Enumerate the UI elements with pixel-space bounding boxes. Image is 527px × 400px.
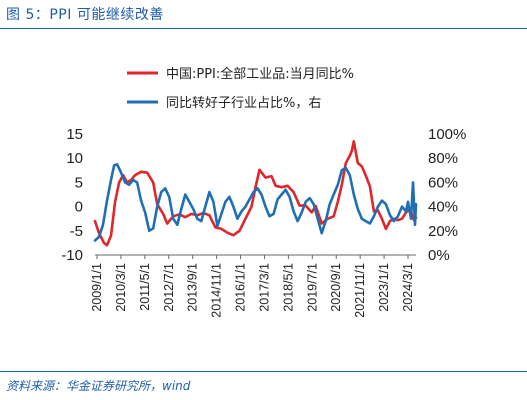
ppi-line-chart: 中国:PPI:全部工业品:当月同比% 同比转好子行业占比%，右 15 10 5 0 -5…: [61, 66, 466, 318]
y-right-tick-label: 0%: [428, 247, 450, 264]
figure-title: 图 5：PPI 可能继续改善: [6, 7, 164, 23]
x-tick-label: 2017/3/1: [257, 263, 271, 312]
x-tick-label: 2018/5/1: [281, 263, 295, 312]
source-note: 资料来源：华金证券研究所，wind: [6, 379, 191, 393]
y-right-tick-label: 80%: [428, 150, 458, 167]
y-right-tick-label: 40%: [428, 199, 458, 216]
footer-rule: [0, 371, 527, 372]
x-tick-label: 2009/1/1: [90, 263, 104, 312]
chart-legend: 中国:PPI:全部工业品:当月同比% 同比转好子行业占比%，右: [127, 66, 354, 111]
x-tick-label: 2021/11/1: [353, 263, 367, 318]
improving-share-series-line: [93, 163, 418, 242]
x-tick-label: 2020/9/1: [329, 263, 343, 312]
x-tick-label: 2010/3/1: [114, 263, 128, 312]
y-left-tick-label: 5: [75, 174, 83, 191]
x-tick-label: 2023/1/1: [377, 263, 391, 312]
title-rule: [0, 28, 527, 29]
x-tick-label: 2019/7/1: [305, 263, 319, 312]
y-right-tick-label: 100%: [428, 126, 466, 143]
x-tick-label: 2013/9/1: [186, 263, 200, 312]
chart-axes: 15 10 5 0 -5 -10 100% 80% 60% 40% 20% 0% 2009/1/1 201…: [61, 126, 466, 318]
y-left-tick-label: -10: [61, 247, 83, 264]
y-left-tick-label: -5: [70, 223, 83, 240]
x-tick-label: 2011/5/1: [138, 263, 152, 311]
y-left-tick-label: 10: [66, 150, 83, 167]
chart-series: [93, 140, 418, 247]
x-tick-label: 2024/3/1: [401, 263, 415, 312]
y-left-tick-label: 15: [66, 126, 83, 143]
y-right-tick-label: 20%: [428, 223, 458, 240]
legend-label-ppi: 中国:PPI:全部工业品:当月同比%: [166, 66, 354, 82]
ppi-series-line: [93, 140, 418, 247]
x-tick-label: 2016/1/1: [234, 263, 248, 312]
x-tick-label: 2014/11/1: [210, 263, 224, 318]
legend-label-share: 同比转好子行业占比%，右: [166, 96, 321, 111]
y-right-tick-label: 60%: [428, 174, 458, 191]
y-left-tick-label: 0: [75, 199, 83, 216]
x-tick-label: 2012/7/1: [162, 263, 176, 312]
